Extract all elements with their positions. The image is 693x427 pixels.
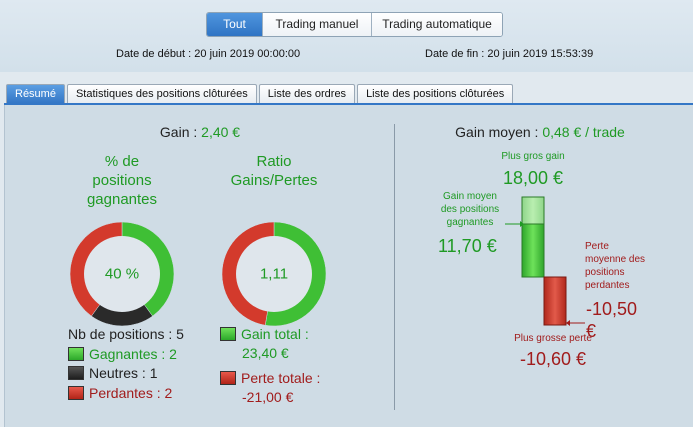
end-date: Date de fin : 20 juin 2019 15:53:39 bbox=[425, 48, 593, 60]
start-date: Date de début : 20 juin 2019 00:00:00 bbox=[116, 48, 300, 60]
positions-legend: Nb de positions : 5 Gagnantes : 2 Neutre… bbox=[68, 325, 184, 403]
avg-gain-loss-bars bbox=[505, 196, 585, 326]
winning-pct-title: % de positions gagnantes bbox=[60, 152, 184, 209]
avg-win-value: 11,70 € bbox=[438, 236, 497, 256]
total-loss: Perte totale : -21,00 € bbox=[220, 369, 320, 407]
winning-pct-value: 40 % bbox=[105, 266, 139, 283]
worst-loss-value: -10,60 € bbox=[519, 349, 587, 369]
avg-gain-heading: Gain moyen : 0,48 € / trade bbox=[420, 124, 660, 140]
ratio-donut: 1,11 bbox=[221, 221, 327, 327]
legend-losing-label: Perdantes : 2 bbox=[89, 384, 173, 401]
tab-orders[interactable]: Liste des ordres bbox=[258, 84, 356, 103]
panel-divider bbox=[394, 124, 395, 410]
total-loss-label: Perte totale : bbox=[241, 370, 321, 386]
avg-gain-value: 0,48 € / trade bbox=[542, 124, 625, 140]
legend-neutral-label: Neutres : 1 bbox=[89, 365, 158, 381]
avg-gain-label: Gain moyen : bbox=[455, 124, 539, 140]
avg-loss-label-line: Perte bbox=[585, 241, 609, 252]
mode-auto-button[interactable]: Trading automatique bbox=[371, 13, 502, 36]
legend-winning-label: Gagnantes : 2 bbox=[89, 345, 177, 362]
ratio-value: 1,11 bbox=[260, 266, 288, 283]
legend-losing: Perdantes : 2 bbox=[68, 384, 184, 404]
neutral-swatch bbox=[68, 366, 84, 380]
best-gain-value: 18,00 € bbox=[502, 168, 564, 188]
avg-loss-label-line: positions bbox=[585, 267, 625, 278]
start-date-label: Date de début : bbox=[116, 48, 192, 60]
avg-win-label-line: des positions bbox=[440, 204, 500, 215]
winning-pct-title-line: % de bbox=[104, 153, 140, 170]
winning-pct-title-line: positions bbox=[92, 172, 152, 189]
total-gain-value: 23,40 € bbox=[242, 345, 289, 361]
nb-positions: Nb de positions : 5 bbox=[68, 326, 184, 342]
best-gain-label: Plus gros gain bbox=[501, 151, 565, 162]
header-bar: Tout Trading manuel Trading automatique … bbox=[0, 0, 693, 72]
avg-win-label-line: gagnantes bbox=[446, 217, 494, 228]
avg-loss-value: -10,50 € bbox=[586, 299, 638, 341]
gain-label: Gain : bbox=[159, 124, 198, 140]
start-date-value: 20 juin 2019 00:00:00 bbox=[194, 48, 301, 60]
avg-loss-label-line: perdantes bbox=[585, 280, 630, 291]
avg-loss-bar bbox=[543, 276, 567, 326]
total-gain-label: Gain total : bbox=[241, 326, 309, 342]
avg-loss-label: Perte moyenne des positions perdantes bbox=[585, 240, 665, 292]
tab-bar: Résumé Statistiques des positions clôtur… bbox=[6, 84, 515, 103]
mode-all-button[interactable]: Tout bbox=[207, 13, 262, 36]
avg-win-arrow-head-icon bbox=[520, 221, 524, 227]
ratio-title: Ratio Gains/Pertes bbox=[212, 152, 336, 190]
legend-winning: Gagnantes : 2 bbox=[68, 345, 184, 365]
worst-loss-label: Plus grosse perte bbox=[514, 333, 592, 344]
gain-value: 2,40 € bbox=[201, 124, 241, 140]
tab-underline bbox=[4, 103, 693, 105]
avg-win-label: Gain moyen des positions gagnantes bbox=[425, 190, 515, 229]
total-gain: Gain total : 23,40 € bbox=[220, 325, 320, 363]
end-date-value: 20 juin 2019 15:53:39 bbox=[487, 48, 594, 60]
ratio-title-line: Gains/Pertes bbox=[230, 172, 318, 189]
winning-swatch bbox=[68, 346, 84, 361]
tab-summary[interactable]: Résumé bbox=[6, 84, 65, 103]
total-gain-swatch bbox=[220, 327, 236, 341]
tab-closed-stats[interactable]: Statistiques des positions clôturées bbox=[66, 84, 257, 103]
ratio-title-line: Ratio bbox=[256, 153, 292, 170]
avg-loss-arrow-head-icon bbox=[566, 320, 570, 326]
mode-manual-button[interactable]: Trading manuel bbox=[262, 13, 371, 36]
end-date-label: Date de fin : bbox=[425, 48, 485, 60]
gain-heading: Gain : 2,40 € bbox=[100, 124, 300, 140]
avg-win-label-line: Gain moyen bbox=[443, 191, 497, 202]
tab-closed-list[interactable]: Liste des positions clôturées bbox=[357, 84, 514, 103]
winning-pct-title-line: gagnantes bbox=[86, 191, 158, 208]
legend-neutral: Neutres : 1 bbox=[68, 364, 184, 384]
avg-win-bar bbox=[521, 223, 545, 278]
mode-selector: Tout Trading manuel Trading automatique bbox=[206, 12, 503, 37]
avg-loss-label-line: moyenne des bbox=[585, 254, 646, 265]
total-loss-swatch bbox=[220, 371, 236, 385]
totals-legend: Gain total : 23,40 € Perte totale : -21,… bbox=[220, 325, 320, 407]
losing-swatch bbox=[68, 385, 84, 400]
best-gain-bar bbox=[521, 196, 545, 225]
winning-pct-donut: 40 % bbox=[69, 221, 175, 327]
total-loss-value: -21,00 € bbox=[242, 389, 294, 405]
